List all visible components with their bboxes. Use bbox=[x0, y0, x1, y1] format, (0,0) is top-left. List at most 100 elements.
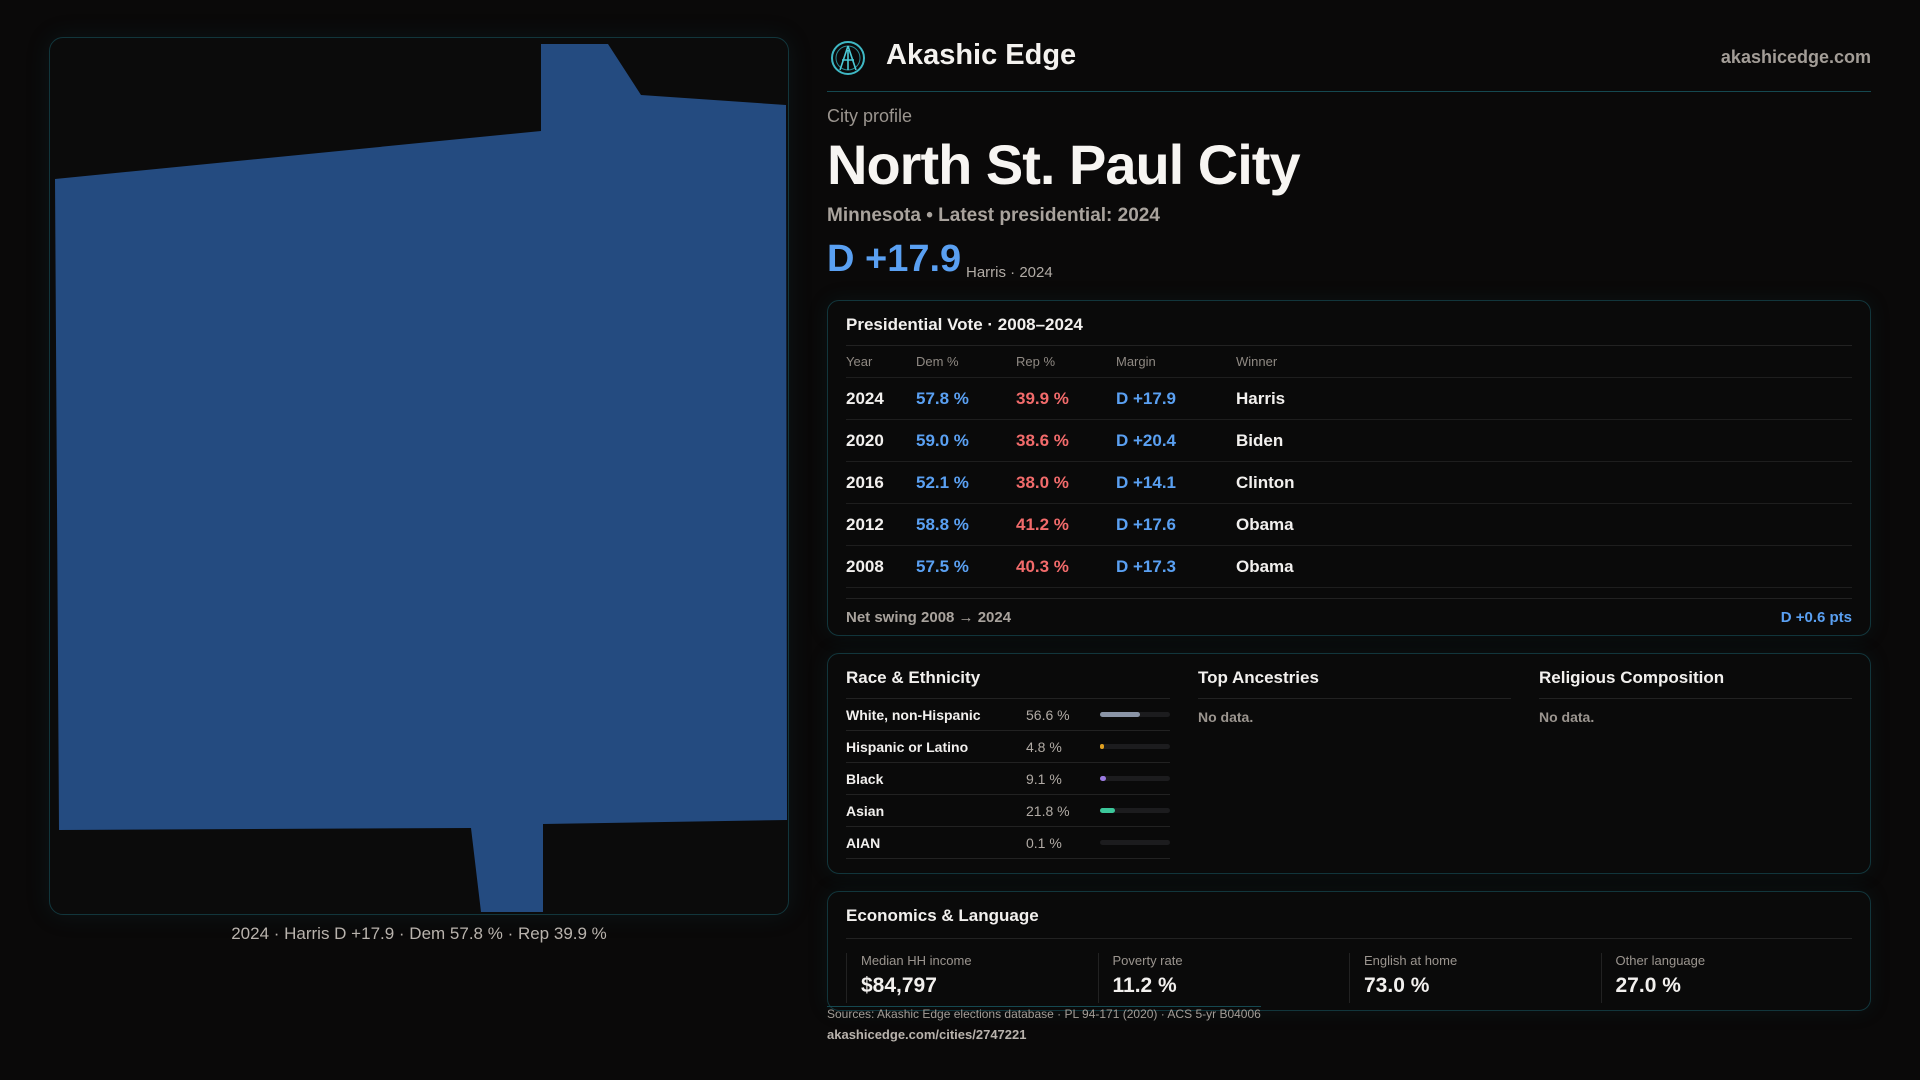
card-title: Economics & Language bbox=[846, 906, 1852, 939]
col-winner: Winner bbox=[1236, 354, 1278, 369]
section-title: Top Ancestries bbox=[1198, 668, 1511, 699]
stat-tile: Median HH income $84,797 bbox=[846, 953, 1098, 1003]
cell-winner: Obama bbox=[1236, 514, 1294, 534]
race-row: AIAN 0.1 % bbox=[846, 827, 1170, 859]
race-row: Black 9.1 % bbox=[846, 763, 1170, 795]
economics-card: Economics & Language Median HH income $84… bbox=[827, 891, 1871, 1011]
cell-margin: D +17.6 bbox=[1116, 514, 1177, 534]
race-ethnicity-section: Race & Ethnicity White, non-Hispanic 56.6… bbox=[846, 668, 1170, 859]
col-rep: Rep % bbox=[1016, 354, 1056, 369]
page-kicker: City profile bbox=[827, 106, 913, 126]
akashic-edge-logo-icon bbox=[831, 41, 865, 75]
card-title: Presidential Vote · 2008–2024 bbox=[846, 315, 1852, 346]
stat-value: $84,797 bbox=[861, 974, 937, 997]
city-boundary-shape bbox=[55, 44, 787, 912]
cell-dem: 57.5 % bbox=[916, 556, 969, 576]
race-row: Hispanic or Latino 4.8 % bbox=[846, 731, 1170, 763]
race-bar bbox=[1100, 712, 1170, 717]
table-row: 2020 59.0 % 38.6 % D +20.4 Biden bbox=[846, 420, 1852, 462]
stat-tile: Poverty rate 11.2 % bbox=[1097, 953, 1350, 1003]
table-row: 2012 58.8 % 41.2 % D +17.6 Obama bbox=[846, 504, 1852, 546]
ancestries-section: Top Ancestries No data. bbox=[1198, 668, 1511, 859]
empty-message: No data. bbox=[1198, 709, 1254, 725]
race-bar-fill bbox=[1100, 776, 1107, 781]
cell-winner: Obama bbox=[1236, 556, 1294, 576]
sources-note: Sources: Akashic Edge elections database… bbox=[827, 1006, 1261, 1021]
site-link[interactable]: akashicedge.com bbox=[1720, 47, 1871, 67]
cell-rep: 38.0 % bbox=[1016, 472, 1069, 492]
race-value: 9.1 % bbox=[1026, 770, 1062, 787]
net-swing-label: Net swing 2008 → 2024 bbox=[846, 609, 1012, 626]
stat-value: 27.0 % bbox=[1615, 974, 1681, 997]
stat-tile: Other language 27.0 % bbox=[1600, 953, 1853, 1003]
race-bar bbox=[1100, 776, 1170, 781]
race-value: 4.8 % bbox=[1026, 738, 1062, 755]
cell-year: 2016 bbox=[846, 472, 884, 492]
demographics-card: Race & Ethnicity White, non-Hispanic 56.6… bbox=[827, 653, 1871, 874]
race-bar bbox=[1100, 840, 1170, 845]
site-header: Akashic Edge akashicedge.com bbox=[827, 34, 1871, 92]
race-value: 21.8 % bbox=[1026, 802, 1070, 819]
city-boundary-map bbox=[55, 44, 787, 912]
page-subtitle: Minnesota • Latest presidential: 2024 bbox=[827, 205, 1160, 226]
cell-margin: D +20.4 bbox=[1116, 430, 1177, 450]
page-title: North St. Paul City bbox=[827, 133, 1301, 196]
cell-winner: Harris bbox=[1236, 388, 1286, 408]
stat-tile: English at home 73.0 % bbox=[1349, 953, 1601, 1003]
cell-rep: 40.3 % bbox=[1016, 556, 1069, 576]
cell-rep: 41.2 % bbox=[1016, 514, 1069, 534]
col-dem: Dem % bbox=[916, 354, 959, 369]
race-bar-fill bbox=[1100, 744, 1104, 749]
cell-year: 2012 bbox=[846, 514, 884, 534]
cell-dem: 57.8 % bbox=[916, 388, 969, 408]
stat-label: Other language bbox=[1615, 953, 1706, 968]
map-panel[interactable] bbox=[49, 37, 789, 915]
cell-rep: 39.9 % bbox=[1016, 388, 1069, 408]
section-title: Race & Ethnicity bbox=[846, 668, 1170, 699]
cell-dem: 58.8 % bbox=[916, 514, 969, 534]
stat-label: Poverty rate bbox=[1112, 953, 1183, 968]
page-url[interactable]: akashicedge.com/cities/2747221 bbox=[827, 1027, 1027, 1042]
race-row: Asian 21.8 % bbox=[846, 795, 1170, 827]
presidential-vote-card: Presidential Vote · 2008–2024 Year Dem %… bbox=[827, 300, 1871, 636]
race-bar bbox=[1100, 744, 1170, 749]
cell-margin: D +17.9 bbox=[1116, 388, 1177, 408]
stat-value: 73.0 % bbox=[1364, 974, 1430, 997]
latest-margin-note: Harris · 2024 bbox=[966, 264, 1053, 281]
section-title: Religious Composition bbox=[1539, 668, 1852, 699]
latest-margin: D +17.9 bbox=[827, 238, 962, 280]
table-row: 2024 57.8 % 39.9 % D +17.9 Harris bbox=[846, 378, 1852, 420]
cell-year: 2008 bbox=[846, 556, 884, 576]
map-caption: 2024 · Harris D +17.9 · Dem 57.8 % · Rep… bbox=[231, 924, 607, 943]
race-bar bbox=[1100, 808, 1170, 813]
cell-rep: 38.6 % bbox=[1016, 430, 1069, 450]
table-row: 2008 57.5 % 40.3 % D +17.3 Obama bbox=[846, 546, 1852, 588]
brand-name: Akashic Edge bbox=[886, 39, 1077, 71]
table-header: Year Dem % Rep % Margin Winner bbox=[846, 346, 1852, 378]
race-label: White, non-Hispanic bbox=[846, 706, 981, 723]
cell-margin: D +14.1 bbox=[1116, 472, 1177, 492]
empty-message: No data. bbox=[1539, 709, 1595, 725]
religion-section: Religious Composition No data. bbox=[1539, 668, 1852, 859]
stat-label: Median HH income bbox=[861, 953, 972, 968]
stat-value: 11.2 % bbox=[1112, 974, 1177, 997]
race-bar-fill bbox=[1100, 808, 1116, 813]
race-label: Black bbox=[846, 770, 884, 787]
net-swing-value: D +0.6 pts bbox=[1780, 609, 1852, 626]
cell-year: 2020 bbox=[846, 430, 884, 450]
race-value: 56.6 % bbox=[1026, 706, 1070, 723]
table-row: 2016 52.1 % 38.0 % D +14.1 Clinton bbox=[846, 462, 1852, 504]
cell-winner: Clinton bbox=[1236, 472, 1295, 492]
col-year: Year bbox=[846, 354, 873, 369]
race-bar-fill bbox=[1100, 712, 1140, 717]
race-row: White, non-Hispanic 56.6 % bbox=[846, 699, 1170, 731]
race-label: Hispanic or Latino bbox=[846, 738, 969, 755]
race-label: AIAN bbox=[846, 834, 881, 851]
race-label: Asian bbox=[846, 802, 885, 819]
stat-label: English at home bbox=[1364, 953, 1458, 968]
race-value: 0.1 % bbox=[1026, 834, 1062, 851]
net-swing: Net swing 2008 → 2024 D +0.6 pts bbox=[846, 598, 1852, 626]
cell-margin: D +17.3 bbox=[1116, 556, 1177, 576]
col-margin: Margin bbox=[1116, 354, 1156, 369]
cell-dem: 52.1 % bbox=[916, 472, 969, 492]
